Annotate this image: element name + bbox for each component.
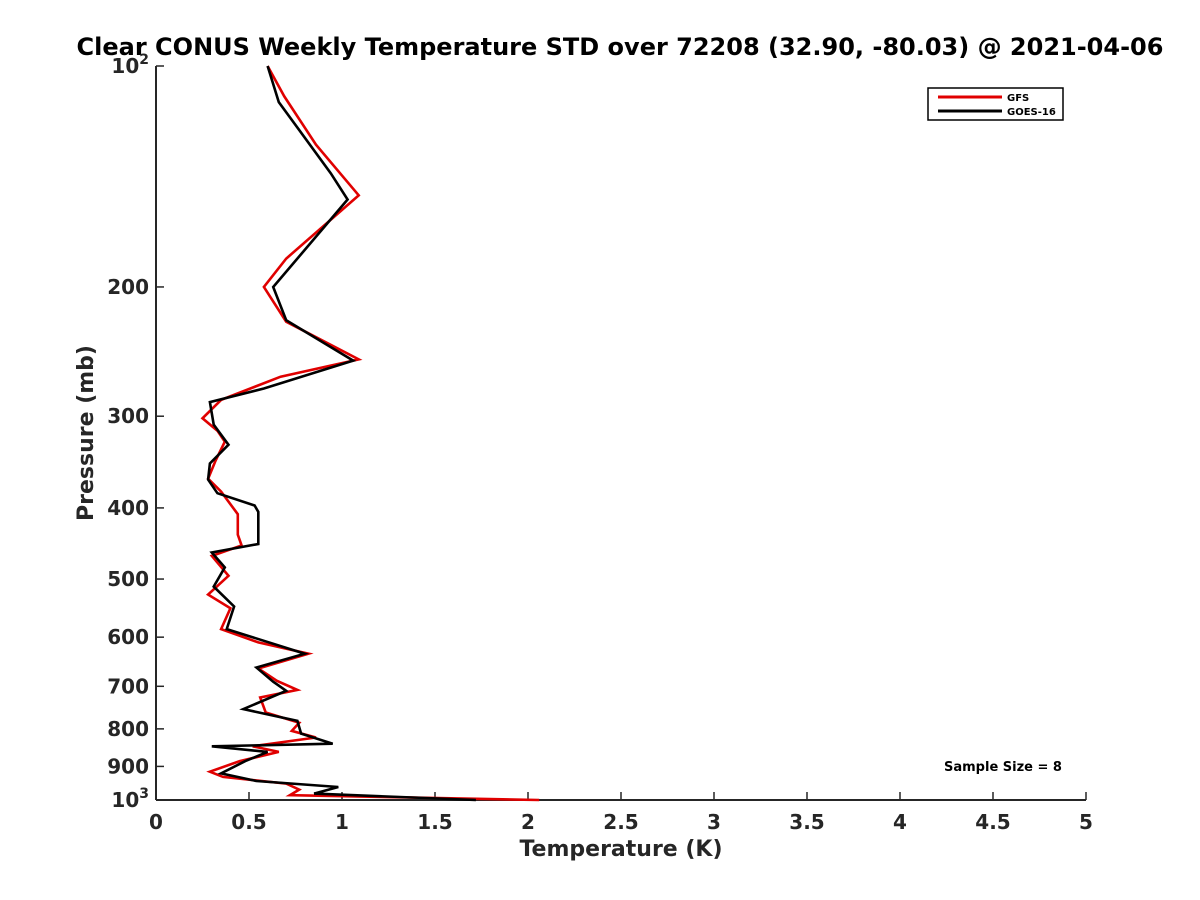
x-tick-label: 0 xyxy=(149,810,163,834)
sample-size-annotation: Sample Size = 8 xyxy=(944,760,1062,775)
x-tick-label: 0.5 xyxy=(231,810,266,834)
x-tick-label: 2.5 xyxy=(603,810,638,834)
x-tick-label: 4.5 xyxy=(975,810,1010,834)
legend: GFS GOES-16 xyxy=(928,88,1063,120)
y-axis-label: Pressure (mb) xyxy=(74,345,99,521)
x-tick-label: 1 xyxy=(335,810,349,834)
y-tick-label: 103 xyxy=(111,786,149,812)
x-tick-label: 4 xyxy=(893,810,907,834)
x-tick-label: 5 xyxy=(1079,810,1093,834)
x-axis-label: Temperature (K) xyxy=(519,837,722,862)
y-tick-label: 102 xyxy=(111,52,149,78)
x-tick-label: 2 xyxy=(521,810,535,834)
x-tick-label: 1.5 xyxy=(417,810,452,834)
x-tick-label: 3 xyxy=(707,810,721,834)
x-ticks: 0 0.5 1 1.5 2 2.5 3 3.5 4 4.5 5 xyxy=(149,792,1093,834)
y-tick-label: 700 xyxy=(107,674,149,698)
legend-label-goes-16: GOES-16 xyxy=(1007,107,1056,118)
legend-label-gfs: GFS xyxy=(1007,93,1029,104)
chart-title: Clear CONUS Weekly Temperature STD over … xyxy=(77,33,1164,61)
y-tick-label: 400 xyxy=(107,496,149,520)
y-tick-label: 800 xyxy=(107,717,149,741)
y-tick-label: 500 xyxy=(107,567,149,591)
y-tick-label: 300 xyxy=(107,404,149,428)
y-tick-label: 200 xyxy=(107,275,149,299)
series-lines xyxy=(203,66,540,800)
y-tick-label: 900 xyxy=(107,754,149,778)
series-line-gfs xyxy=(203,66,540,800)
y-tick-label: 600 xyxy=(107,625,149,649)
x-tick-label: 3.5 xyxy=(789,810,824,834)
